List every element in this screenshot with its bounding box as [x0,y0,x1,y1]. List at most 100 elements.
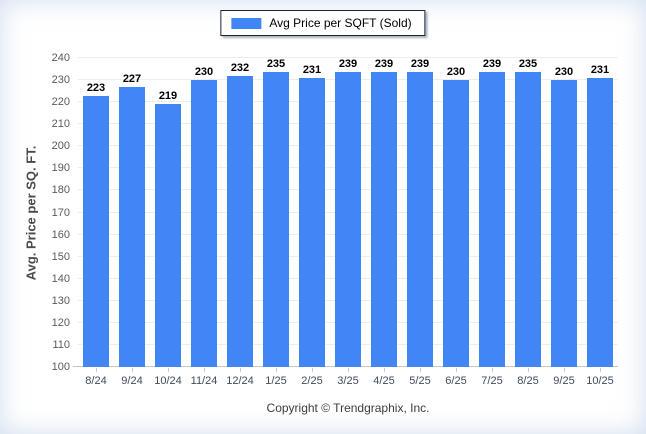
x-tick-label: 2/25 [301,375,323,387]
x-tick: 6/25 [438,368,474,387]
y-tick-label: 120 [51,316,70,329]
bar [83,95,109,367]
x-tick-mark [203,368,205,372]
x-tick: 7/25 [474,368,510,387]
x-tick: 10/25 [582,368,618,387]
y-tick-label: 160 [51,228,70,241]
x-tick-label: 11/24 [190,375,218,387]
x-tick-label: 9/25 [553,375,575,387]
bar-slot: 235 [258,58,294,367]
legend-label: Avg Price per SQFT (Sold) [269,16,412,30]
bar [587,77,613,367]
bar-value-label: 239 [482,58,502,70]
bar [515,72,541,367]
x-tick-label: 3/25 [337,375,359,387]
legend-swatch-icon [231,17,262,29]
x-tick-label: 10/24 [154,375,182,387]
bars-container: 223 227 219 230 232 235 231 239 239 239 230 239 235 2… [78,58,618,367]
x-axis-labels: 8/24 9/24 10/24 11/24 12/24 1/25 2/25 3/25 4/25 5… [78,368,618,387]
x-tick-mark [455,368,457,372]
bar-value-label: 223 [86,81,106,94]
y-tick-label: 140 [51,272,70,285]
x-tick: 8/24 [78,368,114,387]
bar [335,72,361,367]
bar-value-label: 235 [266,58,286,70]
y-tick-label: 220 [51,96,70,109]
x-tick-mark [311,368,313,372]
bar-slot: 230 [438,58,474,367]
x-tick-mark [383,368,385,372]
x-tick-mark [599,368,601,372]
x-tick-label: 8/25 [517,375,539,387]
x-tick-mark [95,368,97,372]
x-tick: 2/25 [294,368,330,387]
x-tick-mark [131,368,133,372]
x-tick-label: 7/25 [481,375,503,387]
bar-slot: 235 [510,58,546,367]
bar [551,80,577,367]
bar-slot: 219 [150,58,186,367]
bar-value-label: 227 [122,72,142,85]
copyright-text: Copyright © Trendgraphix, Inc. [266,401,430,415]
bar-slot: 239 [402,58,438,367]
x-tick-mark [563,368,565,372]
x-tick-label: 4/25 [373,375,395,387]
bar-value-label: 239 [410,58,430,70]
bar-slot: 239 [330,58,366,367]
bar-slot: 223 [78,58,114,367]
y-tick-label: 240 [51,52,70,64]
bar-slot: 232 [222,58,258,367]
x-tick-mark [239,368,241,372]
x-tick-mark [347,368,349,372]
y-tick-label: 130 [51,294,70,307]
bar [155,104,181,367]
x-tick: 3/25 [330,368,366,387]
bar-value-label: 235 [518,58,538,70]
bar-value-label: 231 [590,63,610,76]
x-tick-label: 5/25 [409,375,431,387]
x-tick: 1/25 [258,368,294,387]
x-tick-mark [527,368,529,372]
bar-slot: 227 [114,58,150,367]
bar-slot: 230 [546,58,582,367]
bar-value-label: 239 [338,58,358,70]
y-tick-label: 110 [52,338,70,351]
x-tick-label: 8/24 [85,375,107,387]
x-tick: 12/24 [222,368,258,387]
x-tick: 8/25 [510,368,546,387]
y-tick-label: 230 [51,74,70,87]
bar-slot: 231 [582,58,618,367]
x-tick-mark [167,368,169,372]
bar-slot: 239 [366,58,402,367]
y-axis-title: Avg. Price per SQ. FT. [23,145,39,281]
bar [407,72,433,367]
y-tick-label: 180 [51,184,70,197]
x-tick-mark [419,368,421,372]
bar [119,86,145,367]
bar-value-label: 230 [446,66,466,79]
bar-value-label: 231 [302,63,322,76]
gridline [78,57,618,58]
x-tick: 4/25 [366,368,402,387]
bar [227,75,253,367]
bar-slot: 231 [294,58,330,367]
y-tick-label: 170 [51,206,70,219]
x-tick: 9/25 [546,368,582,387]
y-tick-label: 210 [51,118,70,131]
y-tick-label: 200 [51,140,70,153]
x-tick-label: 12/24 [226,375,254,387]
x-tick-label: 1/25 [265,375,287,387]
x-tick: 11/24 [186,368,222,387]
x-tick: 9/24 [114,368,150,387]
bar [299,77,325,367]
x-tick-label: 6/25 [445,375,467,387]
x-tick: 5/25 [402,368,438,387]
bar-slot: 239 [474,58,510,367]
x-tick-mark [275,368,277,372]
bar [371,72,397,367]
bar-value-label: 239 [374,58,394,70]
bar [479,72,505,367]
y-tick-label: 150 [51,250,70,263]
x-tick: 10/24 [150,368,186,387]
